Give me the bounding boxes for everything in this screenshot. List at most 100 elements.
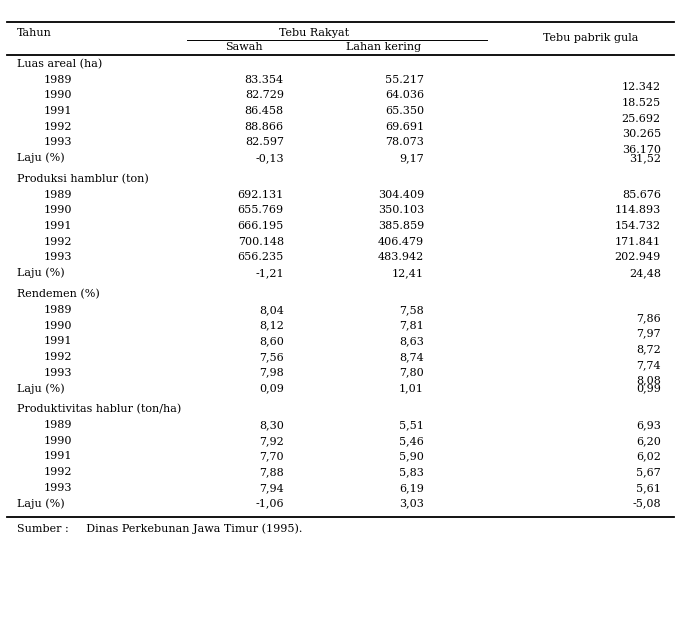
Text: 64.036: 64.036 — [385, 90, 424, 100]
Text: 692.131: 692.131 — [238, 190, 284, 200]
Text: 114.893: 114.893 — [614, 206, 661, 216]
Text: 12,41: 12,41 — [392, 268, 424, 278]
Text: 55.217: 55.217 — [385, 75, 424, 85]
Text: Tebu pabrik gula: Tebu pabrik gula — [543, 33, 639, 43]
Text: Produksi hamblur (ton): Produksi hamblur (ton) — [17, 174, 148, 184]
Text: 5,61: 5,61 — [636, 483, 661, 493]
Text: 656.235: 656.235 — [238, 253, 284, 263]
Text: 350.103: 350.103 — [378, 206, 424, 216]
Text: 1993: 1993 — [44, 483, 72, 493]
Text: 1993: 1993 — [44, 137, 72, 147]
Text: Sumber :     Dinas Perkebunan Jawa Timur (1995).: Sumber : Dinas Perkebunan Jawa Timur (19… — [17, 524, 302, 534]
Text: 1991: 1991 — [44, 221, 72, 231]
Text: 5,51: 5,51 — [399, 420, 424, 430]
Text: Laju (%): Laju (%) — [17, 498, 65, 508]
Text: 7,58: 7,58 — [399, 305, 424, 315]
Text: Sawah: Sawah — [225, 42, 263, 51]
Text: 1992: 1992 — [44, 352, 72, 362]
Text: -0,13: -0,13 — [255, 153, 284, 163]
Text: 78.073: 78.073 — [385, 137, 424, 147]
Text: 5,83: 5,83 — [399, 467, 424, 477]
Text: 1989: 1989 — [44, 190, 72, 200]
Text: 0,09: 0,09 — [259, 383, 284, 393]
Text: 1992: 1992 — [44, 237, 72, 247]
Text: 7,88: 7,88 — [259, 467, 284, 477]
Text: Luas areal (ha): Luas areal (ha) — [17, 59, 102, 69]
Text: 8,60: 8,60 — [259, 336, 284, 346]
Text: 1990: 1990 — [44, 206, 72, 216]
Text: Produktivitas hablur (ton/ha): Produktivitas hablur (ton/ha) — [17, 404, 181, 414]
Text: 7,98: 7,98 — [259, 367, 284, 377]
Text: 5,67: 5,67 — [636, 467, 661, 477]
Text: 406.479: 406.479 — [378, 237, 424, 247]
Text: 171.841: 171.841 — [615, 237, 661, 247]
Text: 85.676: 85.676 — [622, 190, 661, 200]
Text: 1992: 1992 — [44, 467, 72, 477]
Text: 7,80: 7,80 — [399, 367, 424, 377]
Text: 7,94: 7,94 — [259, 483, 284, 493]
Text: 1,01: 1,01 — [399, 383, 424, 393]
Text: 8,04: 8,04 — [259, 305, 284, 315]
Text: 655.769: 655.769 — [238, 206, 284, 216]
Text: 9,17: 9,17 — [399, 153, 424, 163]
Text: 700.148: 700.148 — [238, 237, 284, 247]
Text: 18.525: 18.525 — [622, 98, 661, 108]
Text: Rendemen (%): Rendemen (%) — [17, 289, 99, 300]
Text: 3,03: 3,03 — [399, 498, 424, 508]
Text: Tebu Rakyat: Tebu Rakyat — [279, 28, 349, 38]
Text: 6,02: 6,02 — [636, 451, 661, 461]
Text: 385.859: 385.859 — [378, 221, 424, 231]
Text: 31,52: 31,52 — [629, 153, 661, 163]
Text: 1991: 1991 — [44, 451, 72, 461]
Text: -1,21: -1,21 — [255, 268, 284, 278]
Text: Tahun: Tahun — [17, 28, 52, 38]
Text: 7,70: 7,70 — [259, 451, 284, 461]
Text: 24,48: 24,48 — [629, 268, 661, 278]
Text: 65.350: 65.350 — [385, 106, 424, 116]
Text: 86.458: 86.458 — [244, 106, 284, 116]
Text: 1991: 1991 — [44, 106, 72, 116]
Text: 1993: 1993 — [44, 367, 72, 377]
Text: 12.342: 12.342 — [622, 82, 661, 92]
Text: 0,99: 0,99 — [636, 383, 661, 393]
Text: 1991: 1991 — [44, 336, 72, 346]
Text: 5,90: 5,90 — [399, 451, 424, 461]
Text: Lahan kering: Lahan kering — [347, 42, 422, 51]
Text: 6,19: 6,19 — [399, 483, 424, 493]
Text: 1992: 1992 — [44, 122, 72, 132]
Text: 7,97: 7,97 — [636, 329, 661, 339]
Text: 82.729: 82.729 — [244, 90, 284, 100]
Text: 1990: 1990 — [44, 320, 72, 330]
Text: 666.195: 666.195 — [238, 221, 284, 231]
Text: 8,08: 8,08 — [636, 376, 661, 386]
Text: 8,63: 8,63 — [399, 336, 424, 346]
Text: 30.265: 30.265 — [622, 129, 661, 139]
Text: 82.597: 82.597 — [244, 137, 284, 147]
Text: 8,30: 8,30 — [259, 420, 284, 430]
Text: 7,92: 7,92 — [259, 436, 284, 446]
Text: -1,06: -1,06 — [255, 498, 284, 508]
Text: 8,12: 8,12 — [259, 320, 284, 330]
Text: 6,20: 6,20 — [636, 436, 661, 446]
Text: 7,86: 7,86 — [636, 313, 661, 323]
Text: Laju (%): Laju (%) — [17, 268, 65, 278]
Text: 7,56: 7,56 — [259, 352, 284, 362]
Text: 25.692: 25.692 — [622, 113, 661, 124]
Text: -5,08: -5,08 — [632, 498, 661, 508]
Text: 8,74: 8,74 — [399, 352, 424, 362]
Text: 1993: 1993 — [44, 253, 72, 263]
Text: Laju (%): Laju (%) — [17, 152, 65, 163]
Text: 1990: 1990 — [44, 436, 72, 446]
Text: 5,46: 5,46 — [399, 436, 424, 446]
Text: 7,74: 7,74 — [636, 360, 661, 370]
Text: 304.409: 304.409 — [378, 190, 424, 200]
Text: 1989: 1989 — [44, 305, 72, 315]
Text: 6,93: 6,93 — [636, 420, 661, 430]
Text: 202.949: 202.949 — [614, 253, 661, 263]
Text: 69.691: 69.691 — [385, 122, 424, 132]
Text: 1989: 1989 — [44, 420, 72, 430]
Text: 7,81: 7,81 — [399, 320, 424, 330]
Text: 1990: 1990 — [44, 90, 72, 100]
Text: 88.866: 88.866 — [244, 122, 284, 132]
Text: 36.170: 36.170 — [622, 145, 661, 155]
